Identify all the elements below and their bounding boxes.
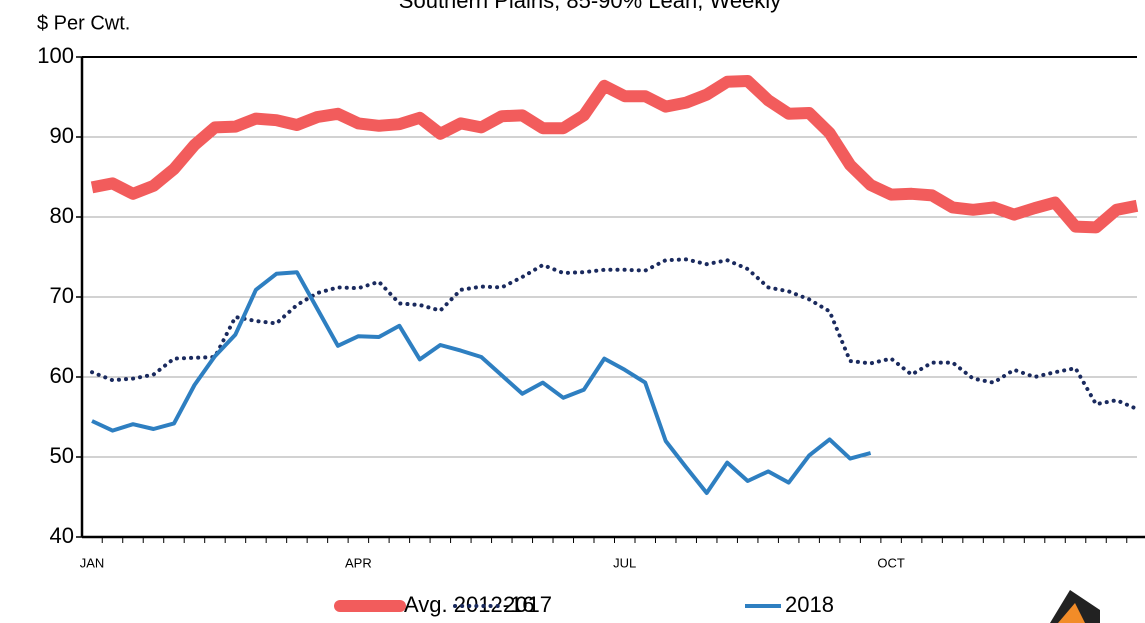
x-tick-label: OCT [877, 555, 905, 570]
y-tick-label: 100 [37, 43, 74, 68]
logo-accent [1058, 603, 1085, 623]
x-tick-label: JUL [613, 555, 636, 570]
y-tick-label: 80 [50, 203, 74, 228]
chart-title: Southern Plains, 85-90% Lean, Weekly [399, 0, 781, 13]
y-tick-label: 60 [50, 363, 74, 388]
y-tick-label: 40 [50, 523, 74, 548]
y-tick-label: 50 [50, 443, 74, 468]
series-line [91, 270, 872, 495]
series-line [90, 257, 1139, 411]
legend-label: 2017 [503, 592, 552, 617]
y-axis-label: $ Per Cwt. [37, 12, 130, 34]
legend-label: 2018 [785, 592, 834, 617]
series-line [90, 75, 1139, 234]
y-tick-label: 70 [50, 283, 74, 308]
y-tick-label: 90 [50, 123, 74, 148]
x-tick-label: JAN [80, 555, 105, 570]
x-tick-label: APR [345, 555, 372, 570]
